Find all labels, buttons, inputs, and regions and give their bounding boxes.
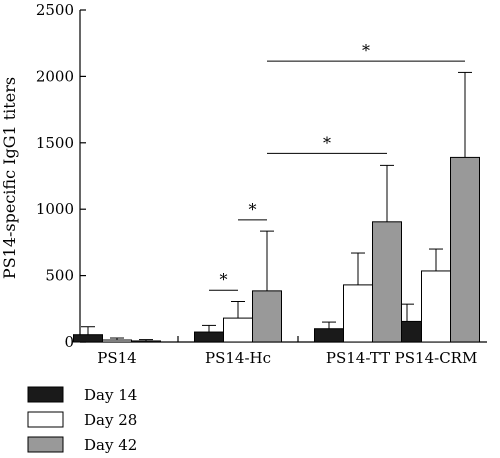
significance-label: * [249, 200, 257, 219]
x-tick-label: PS14-Hc [205, 349, 271, 367]
bar [73, 334, 103, 343]
bar [252, 290, 282, 343]
plot-area: 0 500 1000 1500 2000 2500 PS14 PS14-Hc PS14-TT PS… [36, 1, 487, 367]
legend-label: Day 14 [84, 386, 137, 404]
bar [372, 221, 402, 343]
legend-label: Day 28 [84, 411, 137, 429]
y-axis-title: PS14-specific IgG1 titers [0, 77, 19, 279]
legend: Day 14 Day 28 Day 42 [27, 386, 137, 454]
legend-swatch [27, 436, 64, 453]
bar [450, 156, 480, 343]
bar [223, 317, 253, 343]
y-tick-label: 2000 [36, 67, 74, 85]
bar [194, 331, 224, 343]
y-tick-label: 1500 [36, 134, 74, 152]
legend-swatch [27, 386, 64, 403]
y-tick-label: 1000 [36, 200, 74, 218]
significance-label: * [362, 41, 370, 60]
x-tick-label: PS14-TT [326, 349, 390, 367]
bar [421, 270, 451, 343]
bar [343, 284, 373, 343]
y-tick-label: 500 [45, 267, 74, 285]
bar [102, 339, 132, 343]
y-tick-label: 2500 [36, 1, 74, 19]
bar [314, 328, 344, 343]
significance-label: * [323, 133, 331, 152]
legend-swatch [27, 411, 64, 428]
x-tick-label: PS14 [97, 349, 136, 367]
significance-label: * [220, 270, 228, 289]
bar [131, 340, 161, 343]
y-tick-label: 0 [64, 333, 74, 351]
legend-label: Day 42 [84, 436, 137, 454]
x-tick-label: PS14-CRM [395, 349, 478, 367]
